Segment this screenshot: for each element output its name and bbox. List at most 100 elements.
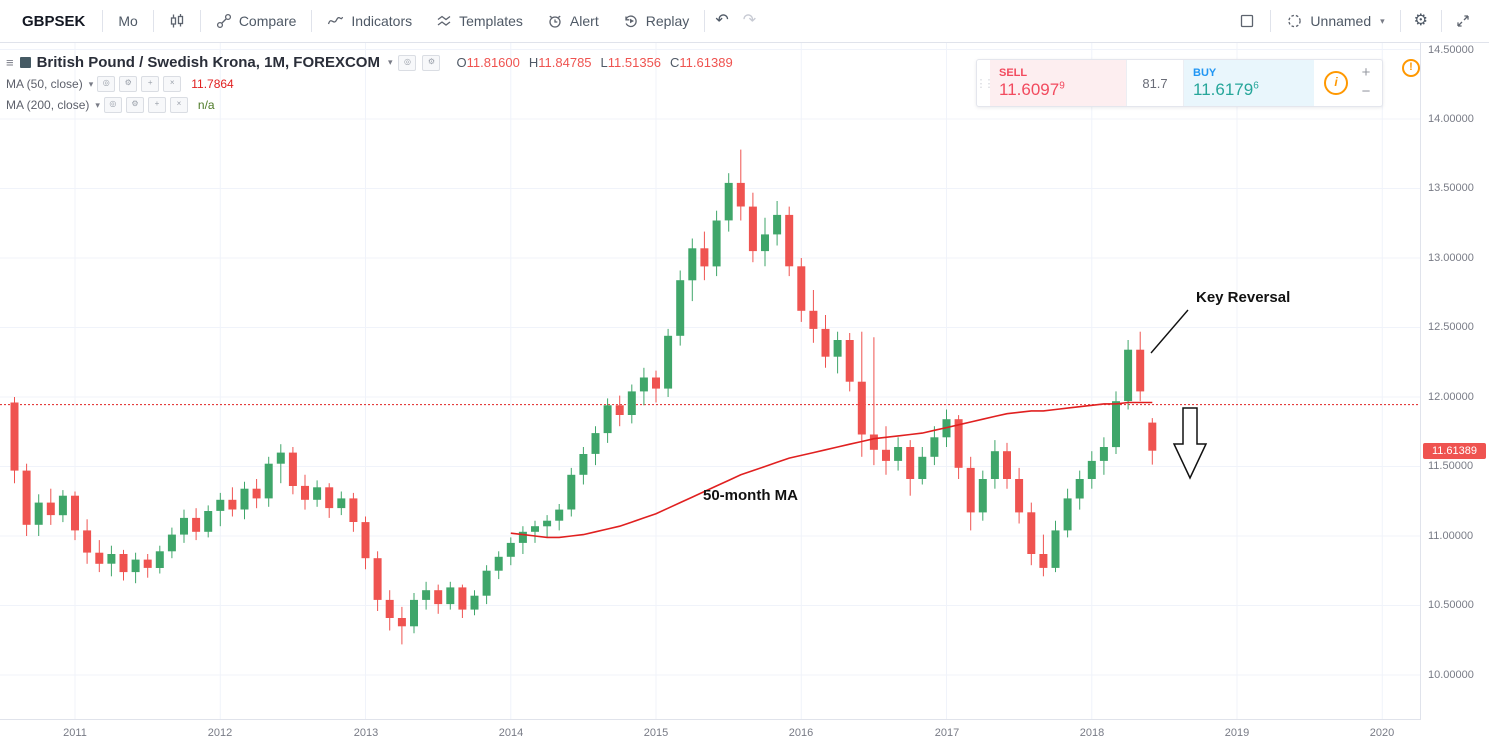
candlestick-chart-canvas[interactable] — [0, 42, 1421, 720]
key-reversal-pointer-line — [1150, 309, 1189, 354]
open-value: 11.81600 — [466, 55, 520, 70]
close-value: 11.61389 — [679, 55, 733, 70]
indicators-icon — [327, 13, 344, 29]
price-tick-label: 14.00000 — [1428, 113, 1474, 125]
time-tick-label: 2015 — [643, 727, 669, 739]
symbol-title[interactable]: British Pound / Swedish Krona, 1M, FOREX… — [36, 54, 380, 71]
price-tick-label: 13.50000 — [1428, 182, 1474, 194]
close-icon[interactable]: × — [169, 97, 188, 113]
alert-clock-icon — [547, 13, 563, 29]
buy-price: 11.61796 — [1193, 79, 1259, 99]
fullscreen-button[interactable] — [1445, 6, 1481, 36]
price-tick-label: 10.50000 — [1428, 599, 1474, 611]
close-icon[interactable]: × — [163, 76, 182, 92]
divider — [311, 10, 313, 32]
fullscreen-icon — [1455, 13, 1471, 29]
sell-label: SELL — [999, 66, 1028, 79]
price-tick-label: 11.50000 — [1428, 460, 1474, 472]
toolbar-right: Unnamed ▾ ⚙ — [1227, 6, 1481, 36]
high-value: 11.84785 — [538, 55, 592, 70]
divider — [1399, 10, 1401, 32]
compare-button[interactable]: Compare — [204, 6, 309, 36]
settings-icon[interactable]: ⚙ — [422, 54, 441, 71]
candlestick-icon — [169, 13, 185, 29]
legend-collapse-icon[interactable]: ≡ — [6, 55, 14, 70]
key-reversal-label[interactable]: Key Reversal — [1196, 289, 1291, 306]
buy-label: BUY — [1193, 66, 1217, 79]
price-tick-label: 10.00000 — [1428, 669, 1474, 681]
divider — [152, 10, 154, 32]
add-icon[interactable]: + — [147, 97, 166, 113]
down-arrow-drawing — [1172, 407, 1208, 480]
compare-icon — [216, 13, 232, 29]
price-tick-label: 12.50000 — [1428, 321, 1474, 333]
time-tick-label: 2018 — [1079, 727, 1105, 739]
info-icon[interactable]: i — [1324, 71, 1348, 95]
divider — [102, 10, 104, 32]
time-tick-label: 2012 — [207, 727, 233, 739]
sell-button[interactable]: SELL 11.60979 — [990, 60, 1126, 106]
visibility-icon[interactable]: ◎ — [398, 54, 417, 71]
ma50-value: 11.7864 — [191, 77, 234, 91]
templates-button[interactable]: Templates — [424, 6, 535, 36]
settings-icon[interactable]: ⚙ — [119, 76, 138, 92]
chevron-down-icon[interactable]: ▾ — [88, 78, 94, 89]
time-tick-label: 2017 — [934, 727, 960, 739]
time-axis[interactable]: 2011 2012 2013 2014 2015 2016 2017 2018 2019 2020 — [0, 719, 1421, 747]
time-tick-label: 2011 — [63, 727, 87, 739]
redo-icon: ↷ — [742, 12, 757, 29]
decrease-button[interactable]: − — [1361, 83, 1371, 100]
settings-icon[interactable]: ⚙ — [125, 97, 144, 113]
redo-button[interactable]: ↷ — [736, 6, 763, 36]
price-tick-label: 11.00000 — [1428, 530, 1474, 542]
divider — [1441, 10, 1442, 32]
ohlc-readout: O11.81600 H11.84785 L11.51356 C11.61389 — [456, 55, 733, 70]
settings-button[interactable]: ⚙ — [1404, 6, 1438, 36]
drag-handle-icon[interactable]: ⋮⋮ — [975, 77, 995, 90]
layout-select-button[interactable] — [1227, 6, 1267, 36]
undo-button[interactable]: ↶ — [708, 6, 735, 36]
sell-price: 11.60979 — [999, 79, 1065, 99]
order-panel: ⋮⋮ SELL 11.60979 81.7 BUY 11.61796 i + − — [976, 59, 1383, 107]
time-tick-label: 2020 — [1369, 727, 1395, 739]
visibility-icon[interactable]: ◎ — [103, 97, 122, 113]
save-layout-button[interactable]: Unnamed ▾ — [1274, 6, 1396, 36]
indicators-button[interactable]: Indicators — [315, 6, 424, 36]
data-delay-warning-icon[interactable]: ! — [1402, 59, 1420, 77]
chevron-down-icon: ▾ — [1380, 15, 1385, 26]
symbol-button[interactable]: GBPSEK — [22, 12, 86, 30]
divider — [1270, 10, 1272, 32]
spread-value: 81.7 — [1126, 60, 1184, 106]
chevron-down-icon[interactable]: ▾ — [95, 99, 100, 110]
price-axis[interactable]: 14.50000 14.00000 13.50000 13.00000 12.50000… — [1420, 42, 1489, 720]
increase-button[interactable]: + — [1361, 64, 1371, 81]
candles — [10, 149, 1157, 645]
symbol-marker-icon[interactable] — [19, 57, 31, 68]
interval-button[interactable]: Mo — [118, 13, 138, 29]
visibility-icon[interactable]: ◎ — [97, 76, 116, 92]
alert-button[interactable]: Alert — [535, 6, 611, 36]
replay-label: Replay — [645, 13, 690, 29]
ma-annotation-label[interactable]: 50-month MA — [703, 487, 798, 504]
ma200-value: n/a — [197, 98, 215, 112]
time-tick-label: 2014 — [498, 727, 524, 739]
buy-button[interactable]: BUY 11.61796 — [1184, 60, 1314, 106]
ma50-legend-row: MA (50, close) ▾ ◎ ⚙ + × 11.7864 — [6, 76, 733, 92]
low-value: 11.51356 — [607, 55, 662, 70]
gear-icon: ⚙ — [1413, 12, 1428, 29]
quantity-stepper: + − — [1356, 60, 1376, 106]
replay-icon — [623, 13, 639, 29]
time-tick-label: 2019 — [1224, 727, 1250, 739]
chart-type-button[interactable] — [157, 6, 197, 36]
price-tick-label: 14.50000 — [1428, 44, 1474, 56]
cloud-save-icon — [1286, 13, 1303, 29]
alert-label: Alert — [569, 13, 599, 29]
add-icon[interactable]: + — [141, 76, 160, 92]
chevron-down-icon[interactable]: ▾ — [387, 57, 393, 67]
undo-icon: ↶ — [715, 12, 729, 29]
chart-area: 14.50000 14.00000 13.50000 13.00000 12.50000… — [0, 42, 1489, 747]
ma200-legend-row: MA (200, close) ▾ ◎ ⚙ + × n/a — [6, 97, 733, 113]
ma50-label[interactable]: MA (50, close) — [6, 77, 83, 91]
replay-button[interactable]: Replay — [611, 6, 702, 36]
ma200-label[interactable]: MA (200, close) — [6, 98, 90, 112]
